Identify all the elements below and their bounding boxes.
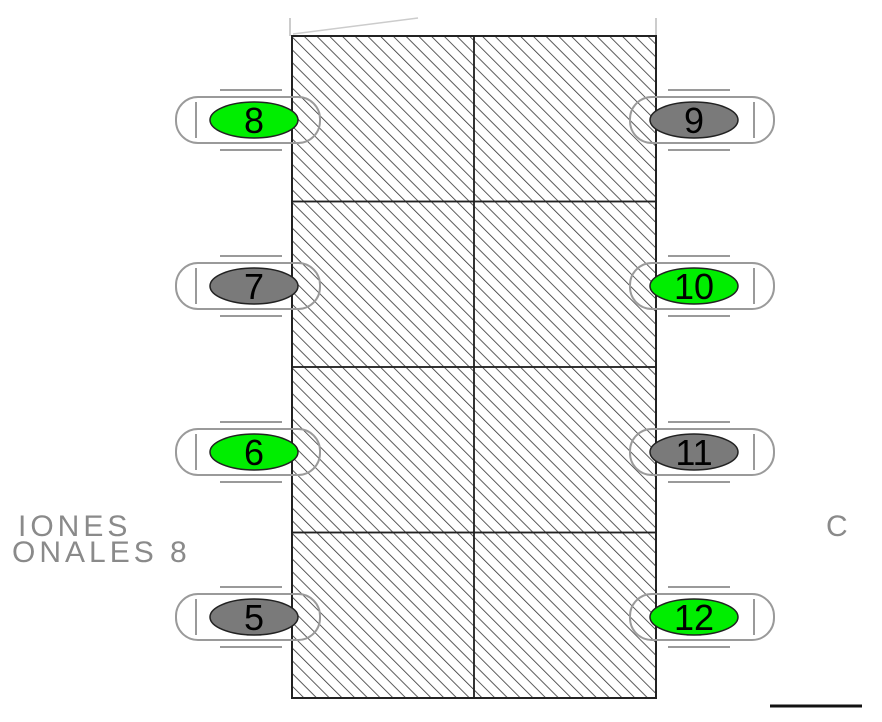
chair-outline <box>629 428 775 476</box>
chair-outline <box>629 593 775 641</box>
seat-7[interactable]: 7 <box>175 255 321 317</box>
seat-marker-available <box>209 433 299 471</box>
seat-9[interactable]: 9 <box>629 89 775 151</box>
table-cell <box>473 366 657 534</box>
seat-marker-occupied <box>209 267 299 305</box>
chair-outline <box>629 262 775 310</box>
side-text-right: C <box>826 510 852 543</box>
seat-number-label: 9 <box>684 100 704 141</box>
top-diagonal-stub <box>292 17 419 35</box>
table <box>291 35 657 699</box>
seat-number-label: 12 <box>674 597 714 638</box>
table-outline <box>291 35 657 699</box>
seat-marker-occupied <box>649 101 739 139</box>
table-cell <box>473 531 657 699</box>
table-cell <box>473 200 657 368</box>
seat-number-label: 11 <box>675 432 712 473</box>
chair-outline <box>175 593 321 641</box>
seats-group: 8 7 6 5 9 10 11 12 <box>175 89 775 648</box>
seat-number-label: 8 <box>244 100 264 141</box>
side-text-left-line1: IONES <box>18 510 132 543</box>
seat-marker-occupied <box>209 598 299 636</box>
chair-outline <box>175 428 321 476</box>
chair-outline <box>629 96 775 144</box>
seat-number-label: 7 <box>244 266 264 307</box>
seat-number-label: 6 <box>244 432 264 473</box>
table-cell <box>291 531 475 699</box>
seat-marker-occupied <box>649 433 739 471</box>
chair-outline <box>175 96 321 144</box>
seat-5[interactable]: 5 <box>175 586 321 648</box>
seat-8[interactable]: 8 <box>175 89 321 151</box>
side-text-left-line2: ONALES 8 <box>12 536 191 569</box>
seat-10[interactable]: 10 <box>629 255 775 317</box>
table-cell <box>473 35 657 203</box>
seat-12[interactable]: 12 <box>629 586 775 648</box>
table-cell <box>291 200 475 368</box>
seat-marker-available <box>209 101 299 139</box>
chair-outline <box>175 262 321 310</box>
seat-marker-available <box>649 598 739 636</box>
seat-marker-available <box>649 267 739 305</box>
seat-6[interactable]: 6 <box>175 421 321 483</box>
seat-11[interactable]: 11 <box>629 421 775 483</box>
seat-number-label: 5 <box>244 597 264 638</box>
seat-number-label: 10 <box>674 266 714 307</box>
